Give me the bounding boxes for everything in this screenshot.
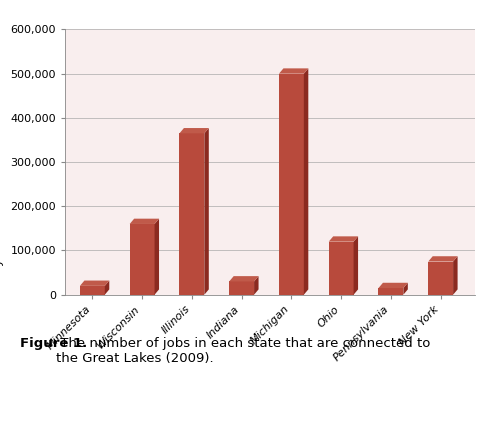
Bar	[180, 133, 204, 295]
Bar	[378, 288, 404, 295]
Polygon shape	[354, 236, 358, 295]
Polygon shape	[328, 236, 358, 242]
Bar	[130, 224, 154, 295]
Polygon shape	[378, 283, 408, 288]
Y-axis label: Jobs Connected to the Great Lakes: Jobs Connected to the Great Lakes	[0, 60, 6, 264]
Polygon shape	[204, 128, 209, 295]
Bar	[279, 74, 304, 295]
Bar	[80, 286, 105, 295]
Bar	[328, 242, 353, 295]
Polygon shape	[428, 256, 458, 261]
Polygon shape	[130, 218, 159, 224]
Polygon shape	[180, 128, 209, 133]
Polygon shape	[304, 68, 308, 295]
Polygon shape	[404, 283, 408, 295]
Bar	[229, 281, 254, 295]
Text: The number of jobs in each state that are connected to
the Great Lakes (2009).: The number of jobs in each state that ar…	[56, 337, 431, 365]
Polygon shape	[279, 68, 308, 74]
Polygon shape	[105, 280, 110, 295]
Polygon shape	[154, 218, 159, 295]
Text: Figure 1.: Figure 1.	[20, 337, 87, 350]
Polygon shape	[229, 276, 258, 281]
Polygon shape	[80, 280, 110, 286]
Polygon shape	[453, 256, 458, 295]
Polygon shape	[254, 276, 258, 295]
Bar	[428, 261, 453, 295]
